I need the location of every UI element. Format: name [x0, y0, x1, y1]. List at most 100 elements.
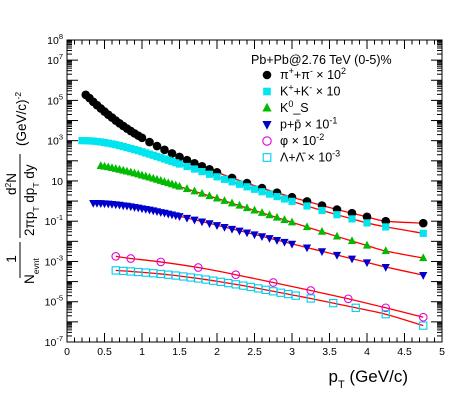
y-tick-label: 10-3 — [45, 253, 63, 268]
data-point — [175, 152, 184, 162]
data-point — [182, 184, 192, 192]
x-tick-label: 1.5 — [172, 346, 187, 358]
data-point — [258, 188, 266, 196]
series-4 — [111, 251, 428, 322]
data-point — [137, 133, 147, 143]
legend-marker — [263, 87, 271, 96]
y-tick-label: 105 — [47, 92, 63, 107]
series-5 — [111, 266, 428, 330]
series-2 — [96, 161, 428, 262]
data-point — [418, 218, 428, 228]
data-point — [329, 299, 338, 308]
data-point — [97, 138, 105, 146]
legend-marker — [262, 70, 272, 80]
data-point — [302, 244, 312, 253]
data-point — [85, 137, 94, 145]
data-point — [362, 259, 372, 268]
data-point — [419, 229, 427, 237]
data-point — [235, 227, 244, 236]
data-point — [231, 270, 241, 280]
data-point — [197, 188, 207, 197]
data-point — [306, 286, 316, 295]
data-point — [160, 155, 169, 163]
svg-text:1: 1 — [4, 255, 19, 263]
data-point — [381, 310, 390, 319]
svg-text:2πpT dpT dy: 2πpT dpT dy — [22, 164, 41, 236]
data-point — [197, 218, 207, 227]
data-point — [205, 170, 214, 178]
legend-label: π++π- × 102 — [280, 66, 346, 82]
data-point — [351, 303, 360, 312]
fit-curve — [85, 94, 424, 224]
data-point — [108, 140, 116, 148]
x-axis-title: pT (GeV/c) — [329, 367, 409, 391]
data-point — [89, 137, 97, 145]
y-tick-label: 10-7 — [45, 334, 63, 349]
data-point — [175, 160, 184, 168]
data-point — [228, 178, 236, 186]
data-point — [265, 190, 274, 198]
legend-marker — [262, 102, 272, 112]
data-point — [164, 156, 172, 164]
data-point — [288, 197, 296, 205]
x-tick-label: 2 — [214, 346, 220, 358]
data-point — [119, 142, 127, 151]
x-tick-label: 3 — [289, 346, 295, 358]
data-point — [268, 278, 278, 287]
data-point — [381, 303, 391, 313]
data-point — [418, 312, 428, 322]
data-point — [157, 154, 165, 162]
fit-curve — [115, 269, 424, 327]
data-point — [257, 233, 267, 242]
data-point — [347, 236, 357, 245]
x-tick-label: 4.5 — [397, 346, 412, 358]
data-point — [220, 196, 229, 204]
data-point — [100, 138, 109, 147]
legend-marker — [262, 121, 272, 130]
data-point — [363, 219, 371, 227]
data-point — [198, 168, 206, 176]
legend-label: p+p̄ × 10-1 — [280, 116, 337, 132]
legend-label: φ × 10-2 — [280, 132, 324, 148]
data-point — [242, 203, 252, 212]
data-point — [250, 231, 259, 240]
data-point — [287, 217, 297, 226]
series-1 — [78, 137, 427, 237]
x-tick-label: 4 — [364, 346, 370, 358]
data-point — [419, 253, 428, 262]
data-point — [175, 181, 184, 190]
data-point — [167, 149, 177, 158]
data-point — [112, 141, 120, 149]
y-tick-label: 10-1 — [45, 213, 63, 228]
legend-title: Pb+Pb@2.76 TeV (0-5)% — [251, 53, 392, 67]
data-point — [168, 157, 176, 166]
data-point — [273, 193, 281, 201]
data-point — [419, 272, 428, 280]
data-point — [175, 213, 184, 221]
data-point — [318, 206, 326, 215]
data-point — [160, 145, 169, 155]
data-point — [332, 231, 342, 240]
y-tick-label: 10 — [51, 176, 63, 188]
data-point — [220, 224, 229, 232]
data-point — [190, 186, 199, 195]
data-point — [227, 225, 237, 234]
data-point — [257, 208, 267, 216]
data-point — [212, 222, 222, 230]
data-point — [280, 238, 289, 247]
axes: 0 0.5 1 1.5 2 2.5 3 3.5 4 4.5 5 10-7 10-5 10-3 10-1 10 1… — [45, 32, 445, 358]
data-point — [152, 141, 162, 151]
svg-text:Nevnt: Nevnt — [22, 258, 41, 284]
data-point — [265, 210, 274, 219]
y-tick-label: 10-5 — [45, 294, 63, 309]
data-point — [362, 212, 372, 222]
svg-text:d2N: d2N — [3, 173, 19, 195]
legend-marker — [262, 153, 272, 162]
data-point — [272, 237, 282, 245]
data-point — [182, 214, 192, 223]
legend-label: K0_S — [280, 99, 309, 115]
svg-text:(GeV/c)-2: (GeV/c)-2 — [13, 92, 29, 146]
data-point — [287, 240, 297, 249]
